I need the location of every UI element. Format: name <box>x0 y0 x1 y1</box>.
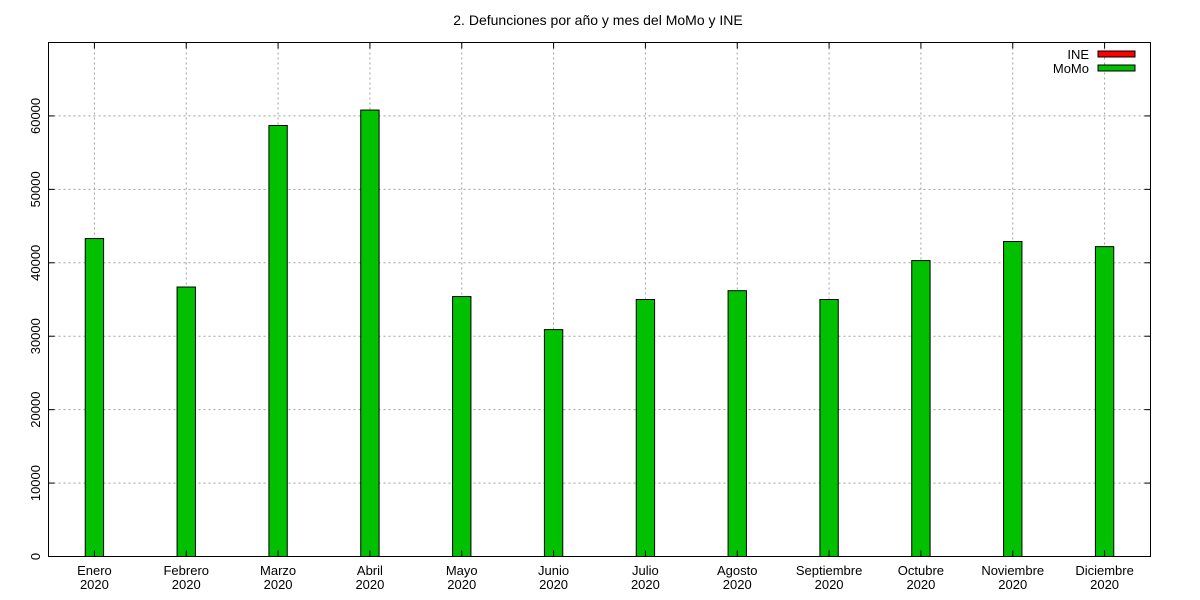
x-tick-label: Enero <box>77 563 112 578</box>
y-tick-label: 40000 <box>28 245 43 281</box>
x-tick-label: 2020 <box>998 577 1027 592</box>
x-tick-label: Mayo <box>446 563 478 578</box>
x-tick-label: Diciembre <box>1075 563 1134 578</box>
bar-momo <box>452 296 472 557</box>
ticks <box>48 42 1151 557</box>
x-tick-label: Agosto <box>717 563 757 578</box>
x-tick-label: 2020 <box>723 577 752 592</box>
bar-momo <box>911 260 931 557</box>
x-tick-label: 2020 <box>172 577 201 592</box>
y-tick-label: 10000 <box>28 465 43 501</box>
bar-momo <box>84 238 105 557</box>
legend-label: INE <box>1067 47 1089 62</box>
x-tick-label: Julio <box>632 563 659 578</box>
x-tick-label: 2020 <box>264 577 293 592</box>
chart-title: 2. Defunciones por año y mes del MoMo y … <box>453 12 742 28</box>
x-tick-label: Octubre <box>898 563 944 578</box>
x-tick-label: Noviembre <box>981 563 1044 578</box>
x-tick-label: Febrero <box>163 563 209 578</box>
x-tick-label: Junio <box>538 563 569 578</box>
legend-swatch <box>1097 50 1136 58</box>
bar-momo <box>819 299 839 557</box>
x-tick-label: 2020 <box>815 577 844 592</box>
bar-momo <box>635 299 656 557</box>
y-tick-label: 0 <box>28 553 43 560</box>
y-tick-label: 60000 <box>28 98 43 134</box>
bar-momo <box>543 329 564 557</box>
x-tick-label: 2020 <box>1090 577 1119 592</box>
x-tick-label: 2020 <box>355 577 384 592</box>
y-tick-label: 20000 <box>28 392 43 428</box>
bar-momo <box>176 286 196 557</box>
x-tick-label: 2020 <box>906 577 935 592</box>
legend-label: MoMo <box>1053 61 1089 76</box>
y-tick-labels: 0 10000 20000 30000 40000 50000 60000 <box>28 98 43 560</box>
bar-momo <box>727 290 747 557</box>
x-tick-label: 2020 <box>631 577 660 592</box>
grid <box>48 42 1151 557</box>
bar-momo <box>268 124 288 558</box>
x-tick-label: Septiembre <box>796 563 862 578</box>
y-tick-label: 30000 <box>28 318 43 354</box>
plot-frame <box>48 42 1151 557</box>
legend-swatch <box>1097 64 1136 72</box>
bars <box>84 109 1115 558</box>
x-tick-label: Marzo <box>260 563 296 578</box>
x-tick-label: 2020 <box>447 577 476 592</box>
y-tick-label: 50000 <box>28 171 43 207</box>
x-tick-label: Abril <box>357 563 383 578</box>
x-tick-label: 2020 <box>539 577 568 592</box>
bar-momo <box>1094 246 1115 557</box>
bar-momo <box>1003 240 1023 557</box>
bar-momo <box>360 109 380 557</box>
x-tick-labels: Enero2020Febrero2020Marzo2020Abril2020Ma… <box>77 563 1134 592</box>
x-tick-label: 2020 <box>80 577 109 592</box>
